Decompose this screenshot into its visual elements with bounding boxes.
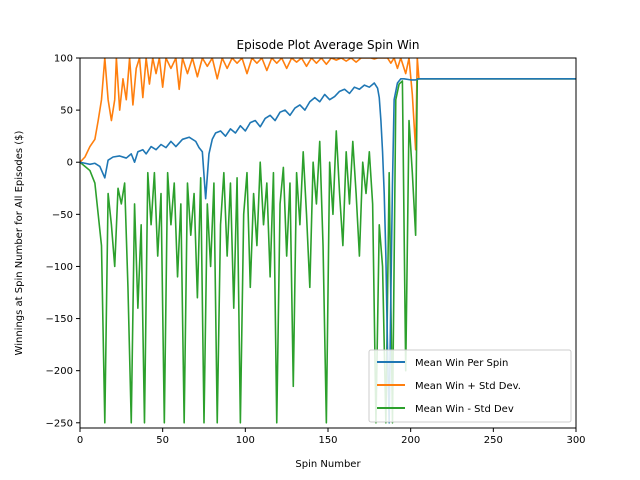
- x-tick-label: 150: [318, 435, 337, 446]
- chart-title: Episode Plot Average Spin Win: [237, 38, 420, 52]
- y-axis-title: Winnings at Spin Number for All Episodes…: [14, 130, 25, 355]
- y-tick-label: −50: [52, 210, 73, 221]
- y-axis: −250 −200 −150 −100 −50 0 50 100: [46, 54, 80, 429]
- x-tick-label: 250: [484, 435, 503, 446]
- legend-label-plus-std: Mean Win + Std Dev.: [415, 381, 521, 392]
- y-tick-label: −250: [46, 418, 73, 429]
- y-tick-label: 100: [54, 54, 73, 65]
- legend-label-minus-std: Mean Win - Std Dev: [415, 404, 514, 415]
- series-line-minus-std: [80, 78, 576, 424]
- series-line-plus-std: [80, 58, 576, 164]
- series-line-mean-win: [80, 78, 576, 424]
- x-tick-label: 50: [156, 435, 169, 446]
- y-tick-label: 0: [67, 158, 73, 169]
- x-axis: 0 50 100 150 200 250 300: [77, 428, 586, 446]
- legend-box: [368, 349, 572, 423]
- x-tick-label: 0: [77, 435, 83, 446]
- legend-label-mean: Mean Win Per Spin: [415, 358, 508, 369]
- y-tick-label: −200: [46, 366, 73, 377]
- y-tick-label: −150: [46, 314, 73, 325]
- x-axis-title: Spin Number: [295, 459, 361, 470]
- x-tick-label: 100: [236, 435, 255, 446]
- x-tick-label: 300: [566, 435, 585, 446]
- y-tick-label: 50: [60, 106, 73, 117]
- x-tick-label: 200: [401, 435, 420, 446]
- series-layer: [80, 58, 576, 424]
- y-tick-label: −100: [46, 262, 73, 273]
- legend: Mean Win Per Spin Mean Win + Std Dev. Me…: [368, 349, 572, 423]
